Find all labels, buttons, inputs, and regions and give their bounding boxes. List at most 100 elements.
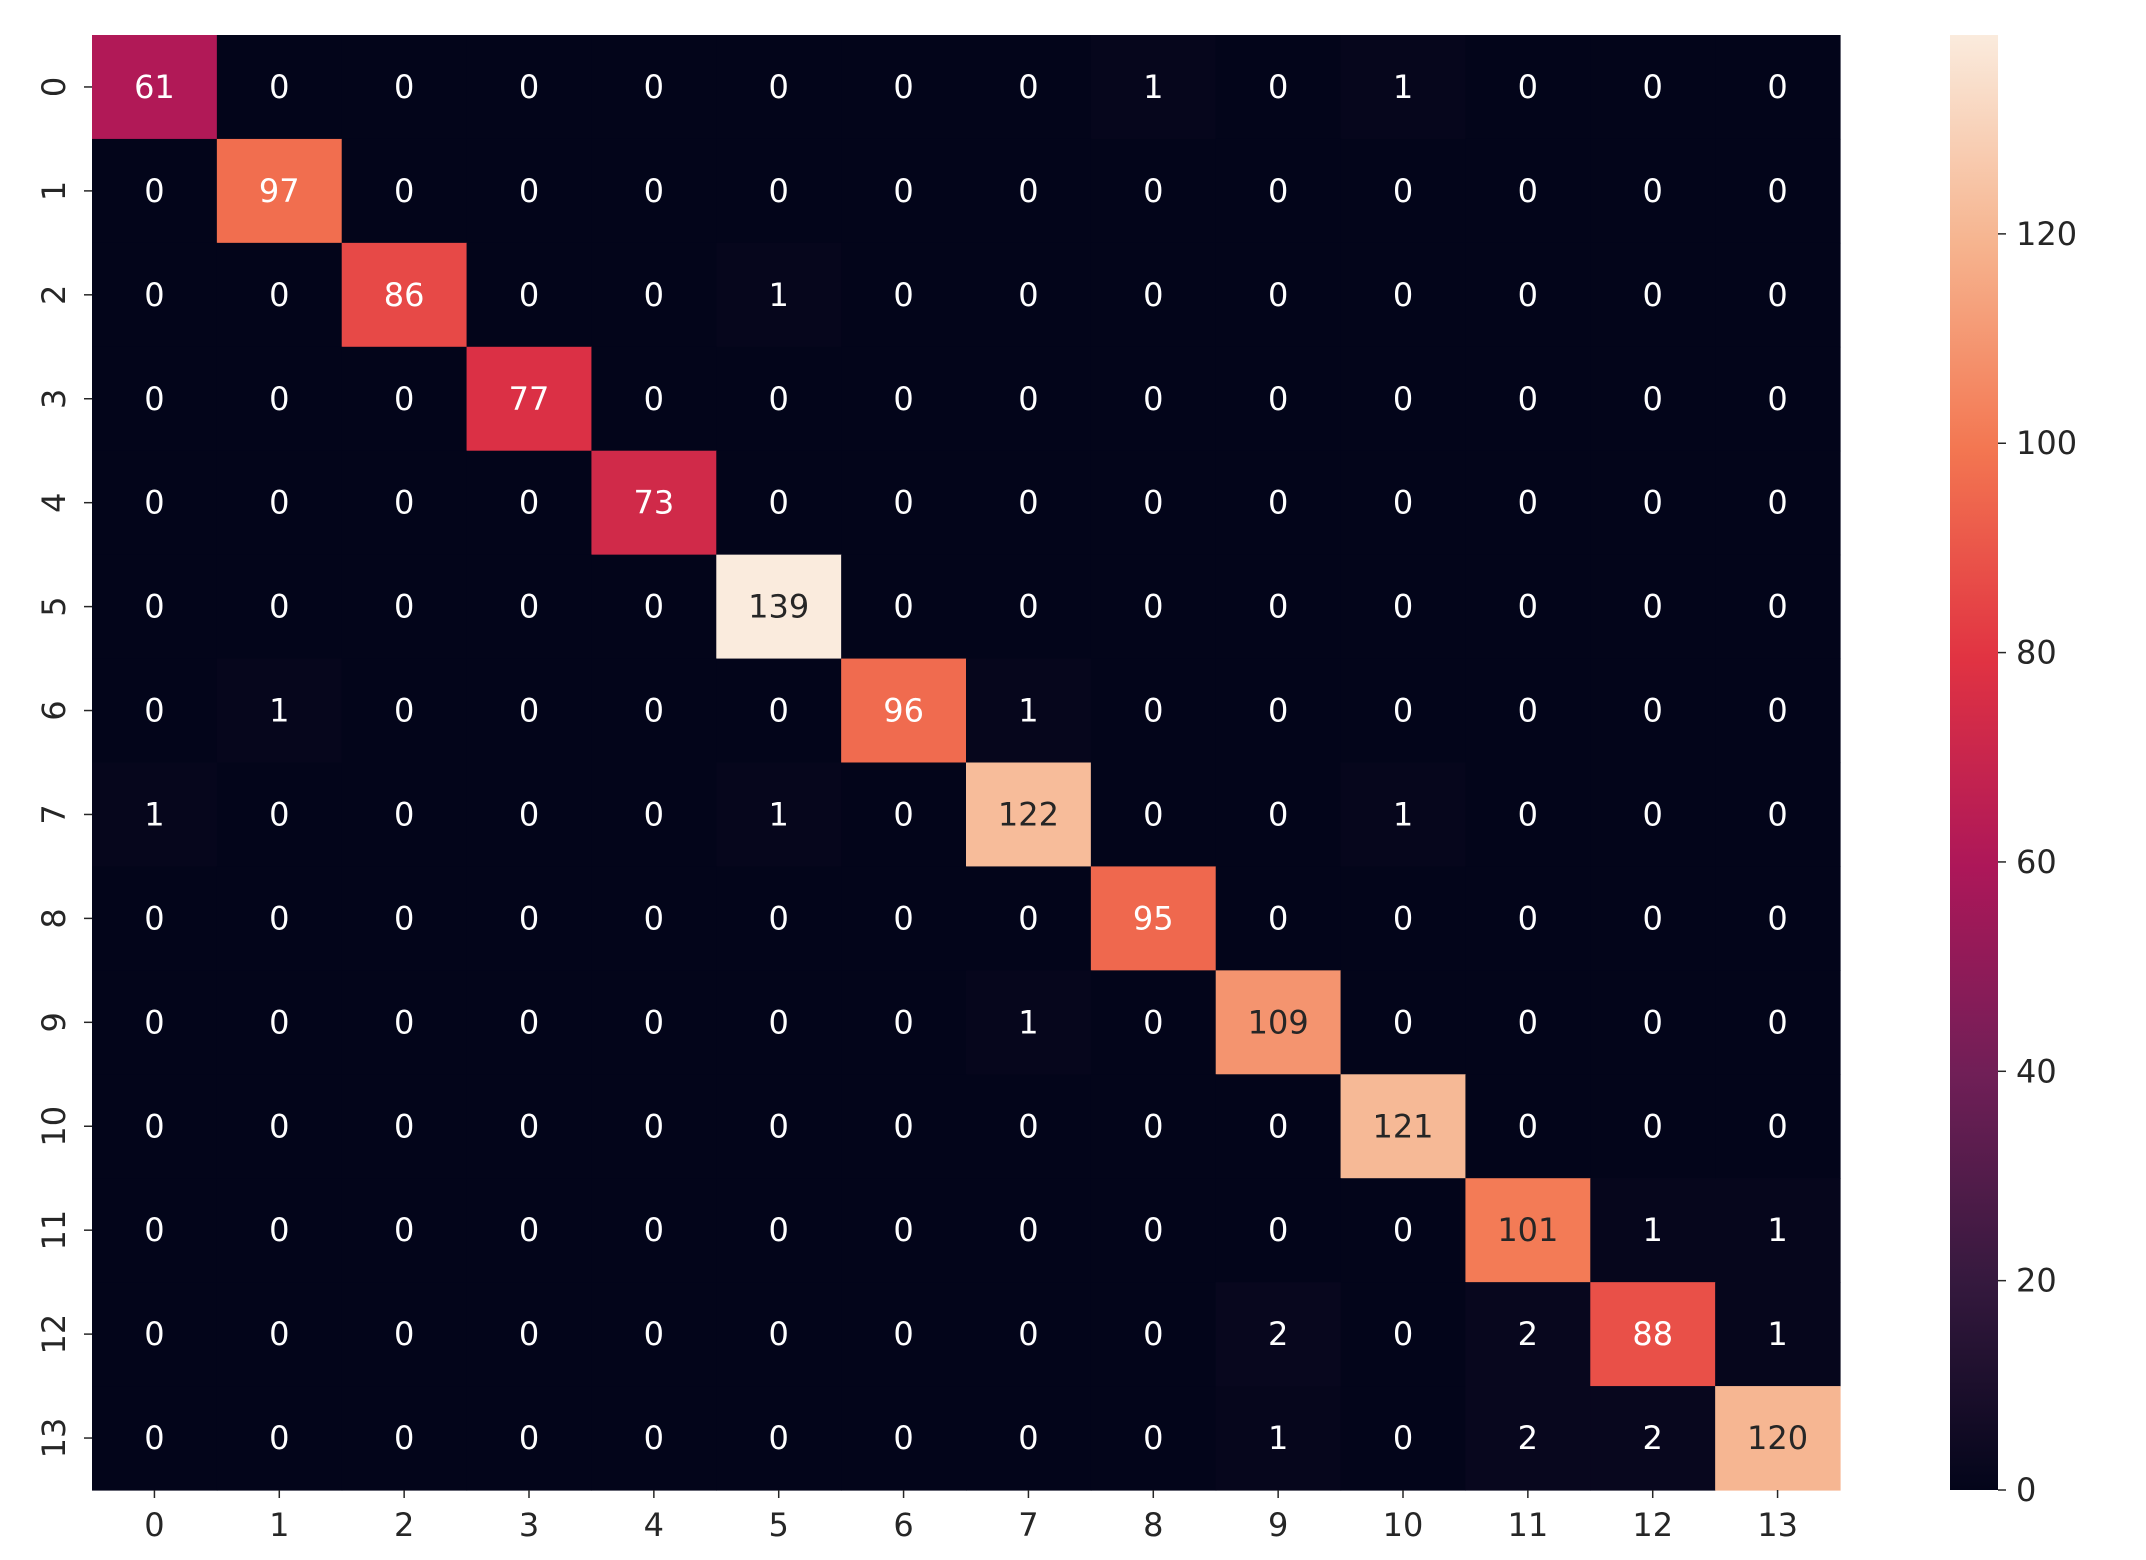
heatmap-cell-r5-c13 [1715, 554, 1841, 660]
heatmap-cell-r4-c1 [216, 450, 343, 556]
heatmap-cell-r12-c1 [216, 1282, 343, 1387]
cell-value-r8-c6: 0 [893, 899, 913, 937]
heatmap-cell-r1-c13 [1715, 138, 1841, 244]
cell-value-r4-c10: 0 [1393, 484, 1413, 522]
cell-value-r9-c11: 0 [1518, 1003, 1538, 1041]
y-tick-label-1: 1 [35, 181, 73, 201]
y-tick-label-6: 6 [35, 700, 73, 720]
x-tick-label-5: 5 [769, 1506, 789, 1544]
cell-value-r4-c11: 0 [1518, 484, 1538, 522]
heatmap-cell-r3-c10 [1340, 346, 1467, 452]
x-tick-label-11: 11 [1507, 1506, 1548, 1544]
cell-value-r8-c0: 0 [144, 899, 164, 937]
x-tick-label-3: 3 [519, 1506, 539, 1544]
cell-value-r8-c4: 0 [644, 899, 664, 937]
cell-value-r2-c8: 0 [1143, 276, 1163, 314]
heatmap-cell-r8-c1 [216, 866, 343, 971]
cell-value-r12-c1: 0 [269, 1315, 289, 1353]
heatmap-cell-r8-c10 [1340, 866, 1467, 971]
cell-value-r5-c11: 0 [1518, 588, 1538, 626]
heatmap-cell-r7-c8 [1090, 762, 1217, 868]
heatmap-cell-r13-c5 [716, 1386, 842, 1491]
heatmap-cell-r4-c4 [591, 450, 717, 556]
heatmap-cell-r6-c2 [341, 658, 468, 764]
colorbar-tick-label-0: 0 [2016, 1471, 2036, 1509]
cell-value-r2-c12: 0 [1643, 276, 1663, 314]
heatmap-cell-r6-c4 [591, 658, 717, 764]
heatmap-cell-r1-c0 [92, 138, 218, 244]
x-axis: 0 1 2 3 4 5 6 7 8 9 10 11 12 13 [144, 1490, 1798, 1544]
heatmap-cell-r9-c0 [92, 970, 218, 1075]
heatmap-cell-r10-c10 [1340, 1074, 1467, 1179]
heatmap-cell-r0-c12 [1590, 35, 1716, 140]
heatmap-cell-r6-c7 [966, 658, 1092, 764]
heatmap-cell-r12-c12 [1590, 1282, 1716, 1387]
cell-value-r6-c1: 1 [269, 692, 289, 730]
cell-value-r11-c11: 101 [1497, 1211, 1558, 1249]
heatmap-cell-r13-c10 [1340, 1386, 1467, 1491]
cell-value-r0-c10: 1 [1393, 68, 1413, 106]
cell-value-r9-c2: 0 [394, 1003, 414, 1041]
heatmap-cell-r7-c11 [1465, 762, 1591, 868]
cell-value-r2-c2: 86 [384, 276, 425, 314]
heatmap-cell-r7-c7 [966, 762, 1092, 868]
cell-value-r7-c11: 0 [1518, 795, 1538, 833]
heatmap-cell-r6-c9 [1215, 658, 1342, 764]
colorbar-tick-label-4: 80 [2016, 634, 2057, 672]
cell-value-r13-c8: 0 [1143, 1419, 1163, 1457]
heatmap-cell-r5-c9 [1215, 554, 1342, 660]
y-tick-label-7: 7 [35, 804, 73, 824]
cell-value-r12-c0: 0 [144, 1315, 164, 1353]
heatmap-cell-r3-c1 [216, 346, 343, 452]
cell-value-r0-c2: 0 [394, 68, 414, 106]
cell-value-r9-c7: 1 [1018, 1003, 1038, 1041]
cell-value-r2-c13: 0 [1767, 276, 1787, 314]
heatmap-cell-r8-c9 [1215, 866, 1342, 971]
cell-value-r11-c13: 1 [1767, 1211, 1787, 1249]
cell-value-r6-c10: 0 [1393, 692, 1413, 730]
heatmap-cell-r1-c1 [216, 138, 343, 244]
cell-value-r0-c8: 1 [1143, 68, 1163, 106]
cell-value-r3-c7: 0 [1018, 380, 1038, 418]
y-tick-label-12: 12 [35, 1314, 73, 1355]
heatmap-cell-r12-c6 [841, 1282, 967, 1387]
heatmap-cell-r1-c4 [591, 138, 717, 244]
cell-value-r3-c10: 0 [1393, 380, 1413, 418]
heatmap-cell-r6-c6 [841, 658, 967, 764]
cell-value-r7-c6: 0 [893, 795, 913, 833]
cell-value-r11-c9: 0 [1268, 1211, 1288, 1249]
x-tick-label-2: 2 [394, 1506, 414, 1544]
heatmap-cell-r8-c2 [341, 866, 468, 971]
heatmap-cell-r11-c12 [1590, 1178, 1716, 1283]
cell-value-r3-c1: 0 [269, 380, 289, 418]
cell-value-r4-c0: 0 [144, 484, 164, 522]
cell-value-r2-c11: 0 [1518, 276, 1538, 314]
heatmap-cell-r1-c7 [966, 138, 1092, 244]
cell-value-r3-c9: 0 [1268, 380, 1288, 418]
heatmap-cell-r13-c6 [841, 1386, 967, 1491]
heatmap-cell-r2-c6 [841, 242, 967, 348]
heatmap-cell-r2-c12 [1590, 242, 1716, 348]
heatmap-cell-r3-c4 [591, 346, 717, 452]
heatmap-cell-r6-c5 [716, 658, 842, 764]
cell-value-r10-c2: 0 [394, 1107, 414, 1145]
cell-value-r2-c6: 0 [893, 276, 913, 314]
cell-value-r6-c0: 0 [144, 692, 164, 730]
heatmap-cell-r3-c5 [716, 346, 842, 452]
heatmap-cell-r12-c9 [1215, 1282, 1342, 1387]
cell-value-r10-c11: 0 [1518, 1107, 1538, 1145]
cell-value-r8-c10: 0 [1393, 899, 1413, 937]
cell-value-r12-c2: 0 [394, 1315, 414, 1353]
heatmap-cell-r2-c2 [341, 242, 468, 348]
heatmap-cell-r7-c3 [466, 762, 593, 868]
cell-value-r8-c7: 0 [1018, 899, 1038, 937]
heatmap-cell-r2-c5 [716, 242, 842, 348]
heatmap-cell-r1-c6 [841, 138, 967, 244]
cell-value-r12-c12: 88 [1632, 1315, 1673, 1353]
cell-value-r1-c8: 0 [1143, 172, 1163, 210]
heatmap-cell-r3-c8 [1090, 346, 1217, 452]
cell-value-r0-c1: 0 [269, 68, 289, 106]
heatmap-cell-r7-c5 [716, 762, 842, 868]
heatmap-cell-r4-c12 [1590, 450, 1716, 556]
cell-value-r12-c10: 0 [1393, 1315, 1413, 1353]
